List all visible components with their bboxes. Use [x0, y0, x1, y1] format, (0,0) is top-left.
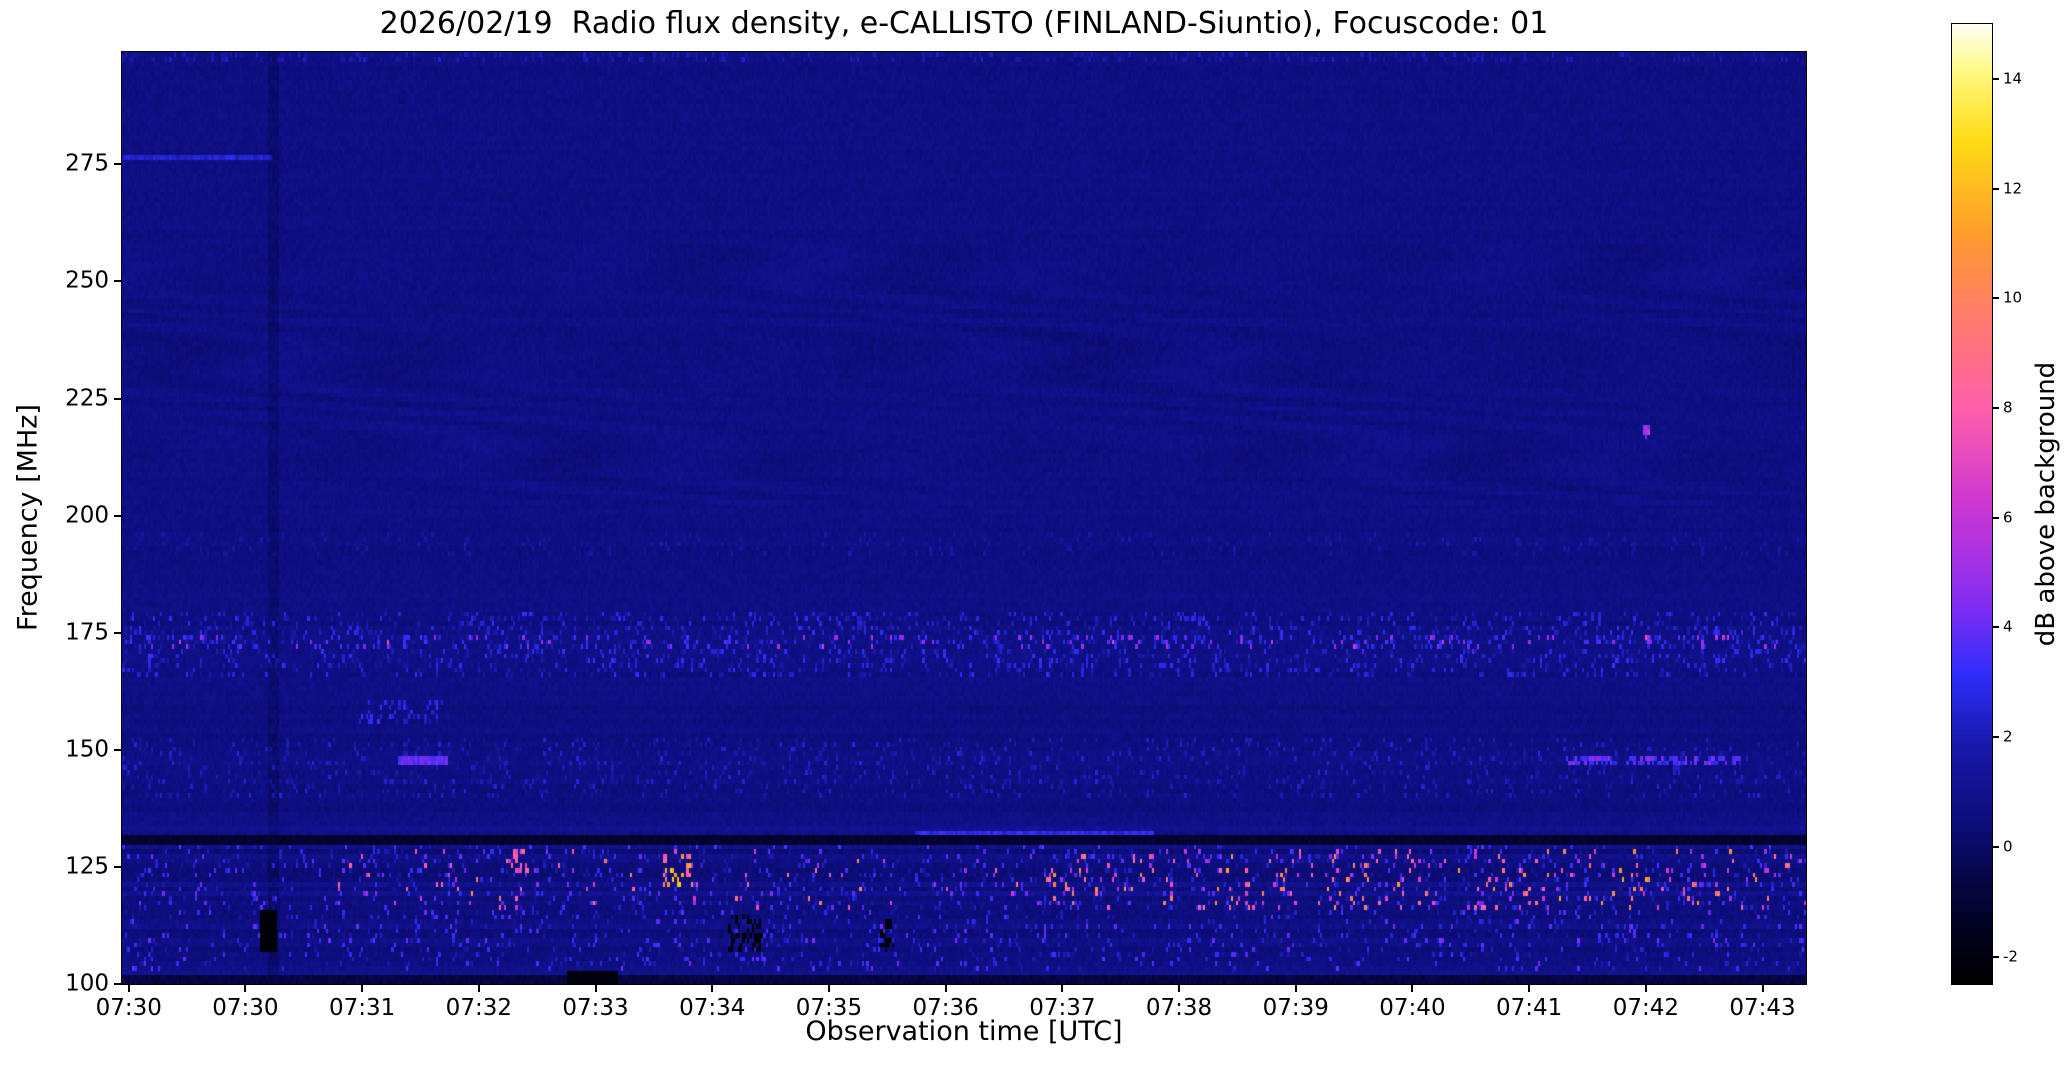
y-tick-mark: [114, 865, 121, 868]
colorbar-tick-mark: [1993, 736, 1999, 739]
x-tick-mark: [1761, 985, 1764, 992]
y-tick-mark: [114, 397, 121, 400]
y-tick-mark: [114, 983, 121, 985]
x-tick-label: 07:35: [795, 995, 863, 1021]
x-tick-mark: [1644, 985, 1647, 992]
x-tick-mark: [827, 985, 830, 992]
colorbar-canvas: [1952, 24, 1992, 984]
colorbar-tick-label: 8: [2003, 398, 2013, 417]
x-tick-label: 07:33: [562, 995, 629, 1021]
x-tick-label: 07:34: [679, 995, 746, 1021]
colorbar-tick-label: 12: [2003, 179, 2023, 198]
y-tick-label: 175: [65, 619, 109, 646]
y-tick-label: 100: [65, 970, 109, 997]
colorbar-tick-label: 10: [2003, 288, 2023, 307]
colorbar-tick-mark: [1993, 516, 1999, 519]
colorbar-tick-label: 14: [2003, 69, 2023, 88]
colorbar-tick-mark: [1993, 407, 1999, 409]
x-tick-label: 07:43: [1729, 995, 1796, 1021]
colorbar-label: dB above background: [2031, 361, 2061, 647]
x-tick-label: 07:31: [328, 995, 396, 1021]
x-tick-mark: [244, 985, 247, 992]
x-tick-mark: [127, 985, 130, 992]
x-tick-label: 07:32: [445, 995, 512, 1021]
x-tick-mark: [1411, 985, 1414, 992]
x-tick-label: 07:37: [1029, 995, 1096, 1021]
x-tick-mark: [477, 985, 480, 992]
y-tick-label: 250: [65, 267, 109, 294]
x-tick-label: 07:42: [1612, 995, 1679, 1021]
y-tick-mark: [114, 163, 121, 166]
colorbar-tick-label: -2: [2003, 947, 2018, 966]
y-tick-label: 275: [65, 150, 109, 177]
x-tick-label: 07:30: [95, 995, 162, 1021]
colorbar-tick-label: 4: [2003, 617, 2013, 636]
y-tick-mark: [114, 280, 121, 283]
y-tick-mark: [114, 514, 121, 517]
x-tick-mark: [1294, 985, 1297, 992]
x-tick-label: 07:30: [212, 995, 279, 1021]
x-tick-mark: [361, 985, 364, 992]
x-tick-mark: [1061, 985, 1064, 992]
y-tick-label: 225: [65, 385, 109, 412]
colorbar-tick-mark: [1993, 626, 1999, 629]
y-tick-mark: [114, 748, 121, 751]
y-tick-label: 200: [65, 502, 109, 529]
colorbar-tick-mark: [1993, 297, 1999, 300]
colorbar-tick-label: 0: [2003, 837, 2013, 856]
x-tick-mark: [944, 985, 947, 992]
colorbar-tick-label: 6: [2003, 508, 2013, 527]
colorbar-tick-mark: [1993, 77, 1999, 80]
chart-title: 2026/02/19 Radio flux density, e-CALLIST…: [379, 6, 1549, 41]
colorbar-tick-label: 2: [2003, 727, 2013, 746]
colorbar-tick-mark: [1993, 955, 1999, 958]
x-tick-mark: [1178, 985, 1181, 992]
colorbar-tick-mark: [1993, 187, 1999, 190]
colorbar-tick-mark: [1993, 845, 1999, 848]
x-tick-label: 07:41: [1495, 995, 1563, 1021]
x-tick-mark: [711, 985, 714, 992]
x-tick-label: 07:40: [1379, 995, 1446, 1021]
x-tick-label: 07:38: [1145, 995, 1213, 1021]
y-axis-label: Frequency [MHz]: [12, 404, 44, 631]
x-tick-label: 07:36: [912, 995, 979, 1021]
colorbar: [1951, 23, 1993, 985]
x-tick-label: 07:39: [1262, 995, 1329, 1021]
x-axis-label: Observation time [UTC]: [805, 1016, 1123, 1047]
y-tick-label: 150: [65, 736, 109, 763]
plot-area: [121, 51, 1807, 985]
x-tick-mark: [1528, 985, 1531, 992]
spectrogram-canvas: [122, 52, 1806, 984]
x-tick-mark: [594, 985, 597, 992]
y-tick-label: 125: [65, 853, 109, 880]
y-tick-mark: [114, 631, 121, 634]
